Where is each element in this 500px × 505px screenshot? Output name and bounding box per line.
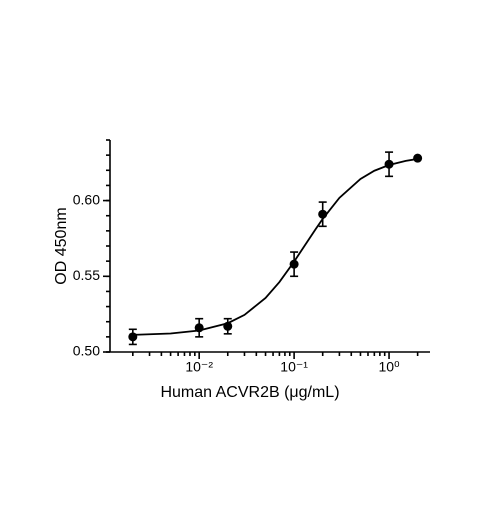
fit-curve [132, 158, 418, 336]
x-tick-label: 10⁻¹ [280, 359, 308, 375]
y-tick-label: 0.60 [73, 191, 100, 207]
x-tick-label: 10⁰ [378, 359, 400, 375]
y-tick-label: 0.50 [73, 343, 100, 359]
y-tick-label: 0.55 [73, 267, 100, 283]
data-point [413, 153, 423, 163]
data-point [194, 323, 204, 333]
data-point [289, 259, 299, 269]
data-point [318, 209, 328, 219]
x-axis-label: Human ACVR2B (μg/mL) [160, 384, 339, 401]
y-axis-label: OD 450nm [53, 207, 70, 284]
data-point [384, 159, 394, 169]
x-tick-label: 10⁻² [185, 359, 213, 375]
data-point [223, 321, 233, 331]
data-point [128, 332, 138, 342]
